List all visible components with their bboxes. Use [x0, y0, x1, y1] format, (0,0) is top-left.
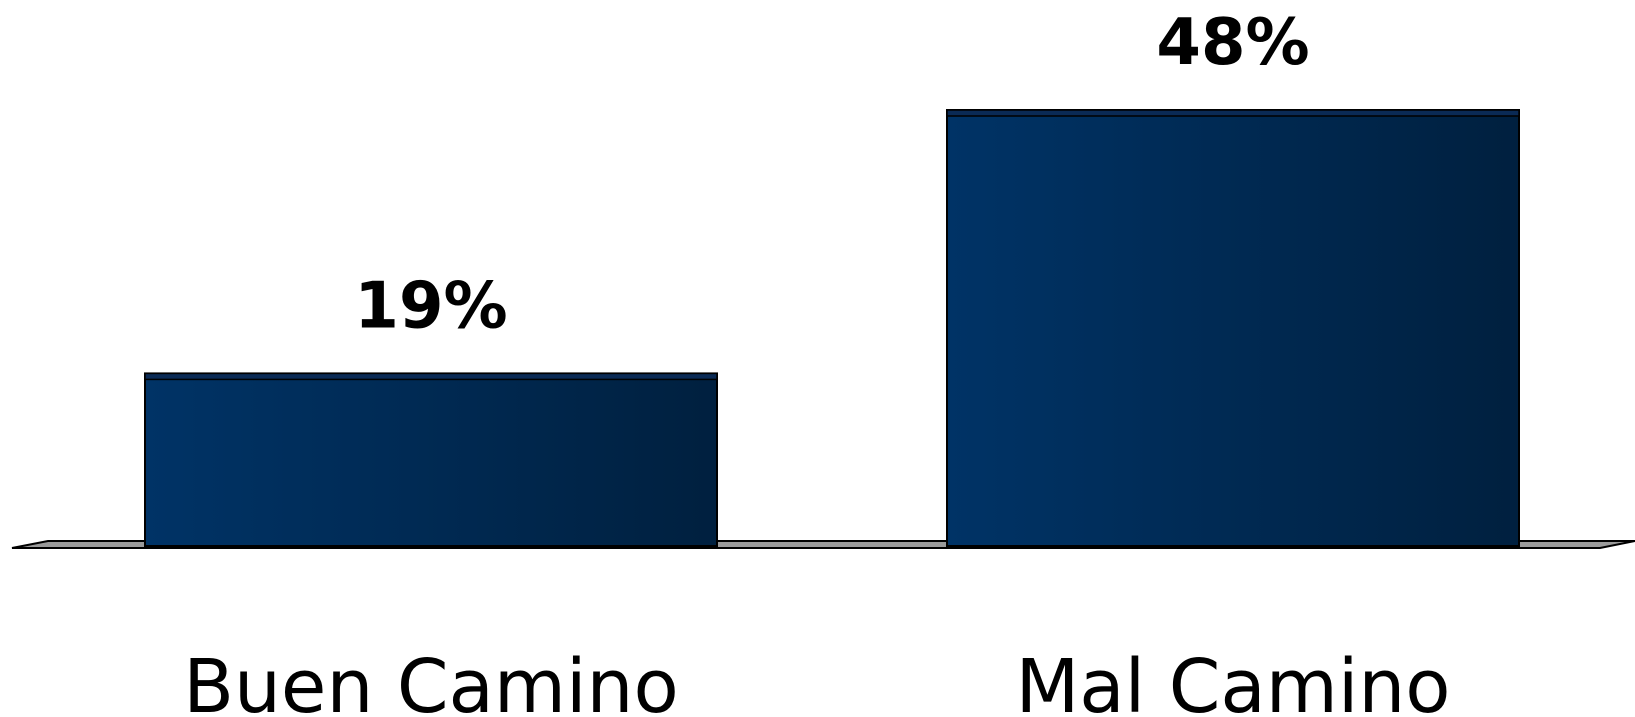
bar-mal-camino [946, 109, 1520, 547]
category-label-mal-camino: Mal Camino [1015, 644, 1450, 717]
bar-top-mal-camino [946, 109, 1520, 117]
data-label-mal-camino: 48% [1156, 6, 1309, 80]
bar-top-buen-camino [144, 372, 718, 381]
category-label-buen-camino: Buen Camino [183, 644, 678, 717]
bar-buen-camino [144, 372, 718, 547]
data-label-buen-camino: 19% [354, 269, 507, 343]
